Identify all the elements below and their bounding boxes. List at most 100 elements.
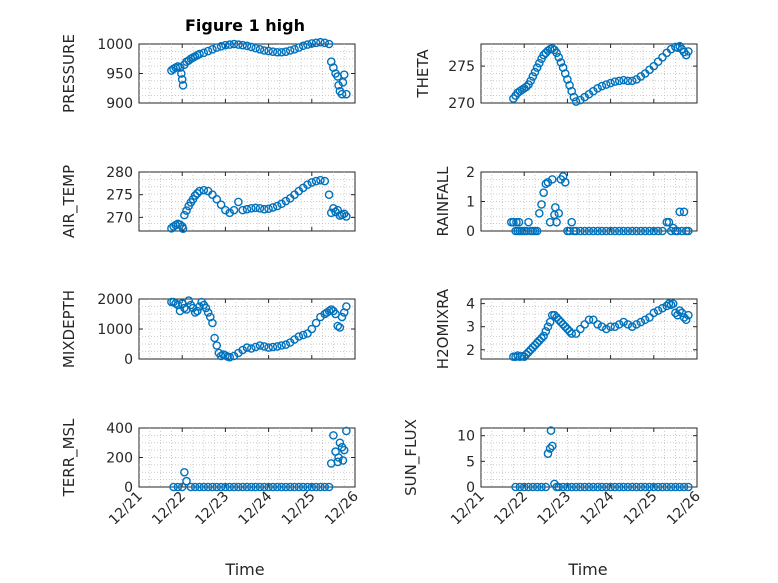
data-point	[316, 175, 325, 185]
data-point	[515, 482, 525, 492]
data-point	[606, 78, 615, 88]
data-point	[614, 76, 624, 86]
data-point	[556, 317, 566, 327]
y-tick-label: 270	[106, 210, 133, 226]
data-point	[221, 40, 230, 50]
y-tick-label: 2	[466, 343, 475, 359]
data-point	[524, 347, 533, 357]
data-point	[221, 482, 230, 492]
data-point	[632, 320, 641, 329]
data-point	[684, 482, 693, 492]
data-point	[601, 482, 611, 492]
data-point	[623, 226, 633, 236]
data-point	[679, 482, 689, 492]
data-point	[684, 310, 693, 320]
data-point	[537, 333, 546, 343]
data-point	[567, 217, 577, 227]
data-point	[234, 197, 243, 207]
data-point	[307, 482, 317, 492]
data-point	[210, 333, 219, 343]
data-point	[277, 199, 286, 209]
data-point	[532, 338, 542, 348]
data-point	[545, 217, 555, 227]
y-axis-label: RAINFALL	[434, 166, 452, 237]
data-point	[580, 320, 589, 329]
y-axis-label: TERR_MSL	[60, 418, 79, 497]
data-point	[195, 49, 204, 59]
data-point	[649, 226, 659, 236]
data-point	[259, 204, 269, 214]
data-point	[610, 322, 620, 331]
data-point	[294, 482, 304, 492]
data-point	[589, 315, 598, 325]
data-point	[593, 226, 602, 236]
data-point	[524, 482, 533, 492]
data-point	[339, 70, 349, 79]
data-point	[673, 43, 682, 52]
data-point	[519, 482, 529, 492]
data-point	[251, 482, 260, 492]
figure-title: Figure 1 high	[185, 16, 305, 35]
data-point	[255, 204, 265, 213]
data-point	[242, 343, 252, 352]
data-point	[264, 482, 273, 492]
data-point	[567, 482, 577, 492]
data-point	[203, 482, 213, 492]
data-point	[333, 205, 343, 215]
data-point	[539, 50, 548, 60]
data-point	[281, 47, 291, 56]
data-point	[547, 441, 557, 451]
data-point	[565, 226, 574, 236]
data-point	[627, 322, 637, 331]
y-axis-label: SUN_FLUX	[402, 419, 421, 496]
data-point	[247, 42, 256, 52]
data-point	[550, 310, 559, 320]
data-point	[277, 341, 286, 350]
data-point	[212, 43, 222, 52]
y-axis-label: MIXDEPTH	[60, 290, 78, 368]
data-point	[563, 324, 572, 334]
data-point	[199, 185, 209, 195]
subplot-5: 0 1000 2000 MIXDEPTH	[60, 290, 356, 368]
y-axis-label: PRESSURE	[60, 34, 78, 113]
data-point	[563, 482, 572, 492]
data-point	[571, 482, 581, 492]
y-tick-label: 5	[466, 454, 475, 470]
data-point	[320, 38, 330, 48]
y-tick-label: 2000	[97, 292, 133, 308]
data-point	[545, 444, 555, 453]
data-point	[212, 341, 222, 350]
data-point	[632, 482, 641, 492]
y-tick-label: 1000	[97, 37, 133, 53]
data-point	[238, 205, 247, 215]
data-point	[311, 482, 321, 492]
data-point	[649, 482, 659, 492]
data-point	[614, 482, 624, 492]
data-point	[532, 63, 542, 72]
data-point	[537, 482, 546, 492]
data-point	[547, 175, 557, 184]
data-point	[307, 39, 317, 48]
data-point	[671, 482, 680, 492]
data-point	[597, 322, 607, 331]
data-point	[571, 97, 581, 106]
data-point	[186, 482, 196, 492]
y-tick-label: 0	[466, 480, 475, 496]
data-point	[681, 315, 691, 325]
data-point	[303, 180, 312, 190]
data-point	[324, 482, 334, 492]
data-point	[259, 482, 269, 492]
data-point	[530, 340, 540, 350]
data-point	[649, 61, 659, 71]
data-point	[272, 201, 282, 211]
data-point	[303, 482, 312, 492]
y-tick-label: 950	[106, 67, 133, 83]
data-point	[614, 320, 624, 329]
data-point	[645, 313, 654, 322]
data-point	[554, 315, 564, 325]
data-point	[584, 315, 594, 325]
data-point	[281, 340, 291, 349]
y-tick-label: 1	[466, 195, 475, 211]
data-point	[264, 343, 273, 352]
data-point	[307, 178, 317, 187]
